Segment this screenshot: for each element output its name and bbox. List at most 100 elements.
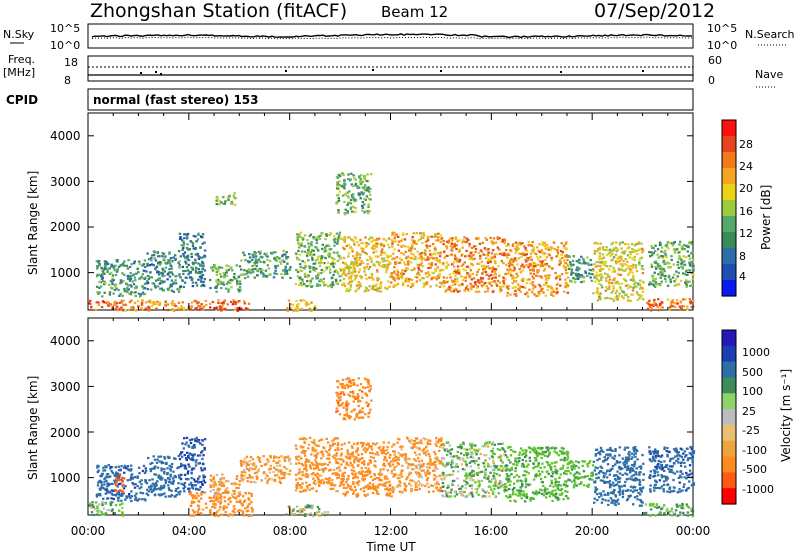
scatter-cell xyxy=(273,456,276,459)
scatter-cell xyxy=(635,243,638,246)
scatter-cell xyxy=(111,501,114,504)
scatter-cell xyxy=(366,404,370,408)
scatter-cell xyxy=(168,262,172,265)
scatter-cell xyxy=(463,261,466,264)
scatter-cell xyxy=(524,247,527,250)
scatter-cell xyxy=(180,473,183,476)
scatter-cell xyxy=(239,462,243,465)
scatter-cell xyxy=(144,276,147,279)
scatter-cell xyxy=(323,462,327,465)
scatter-cell xyxy=(239,282,242,285)
scatter-cell xyxy=(594,265,598,268)
scatter-cell xyxy=(576,269,579,272)
scatter-cell xyxy=(215,306,218,309)
scatter-cell xyxy=(183,481,187,485)
scatter-cell xyxy=(348,264,352,268)
scatter-cell xyxy=(510,257,513,260)
scatter-cell xyxy=(354,276,358,279)
scatter-cell xyxy=(544,247,547,250)
scatter-cell xyxy=(124,498,127,501)
scatter-cell xyxy=(104,501,107,504)
scatter-cell xyxy=(140,275,143,278)
scatter-cell xyxy=(352,264,355,267)
scatter-cell xyxy=(325,482,329,485)
scatter-cell xyxy=(308,235,311,238)
scatter-cell xyxy=(251,467,254,470)
scatter-cell xyxy=(424,253,427,256)
scatter-cell xyxy=(351,247,354,250)
scatter-cell xyxy=(183,281,187,284)
scatter-cell xyxy=(122,487,126,490)
scatter-cell xyxy=(338,234,341,237)
scatter-cell xyxy=(318,484,321,488)
scatter-cell xyxy=(138,480,141,483)
scatter-cell xyxy=(277,470,280,473)
scatter-cell xyxy=(301,507,304,511)
scatter-cell xyxy=(663,262,666,266)
scatter-cell xyxy=(328,268,332,271)
scatter-cell xyxy=(542,253,545,256)
scatter-cell xyxy=(213,481,217,484)
scatter-cell xyxy=(115,480,118,484)
scatter-cell xyxy=(161,255,164,258)
scatter-cell xyxy=(190,252,193,255)
scatter-cell xyxy=(151,478,154,481)
scatter-cell xyxy=(366,209,369,213)
scatter-cell xyxy=(283,260,286,263)
scatter-cell xyxy=(182,487,185,490)
scatter-cell xyxy=(307,249,310,252)
scatter-cell xyxy=(169,284,172,287)
scatter-cell xyxy=(305,301,308,304)
scatter-cell xyxy=(228,195,231,198)
scatter-cell xyxy=(219,493,222,496)
scatter-cell xyxy=(349,415,352,418)
scatter-cell xyxy=(604,249,607,252)
scatter-cell xyxy=(439,252,442,255)
scatter-cell xyxy=(517,287,520,291)
scatter-cell xyxy=(329,468,332,471)
scatter-cell xyxy=(240,473,243,476)
scatter-cell xyxy=(314,473,317,476)
scatter-cell xyxy=(177,491,180,494)
scatter-cell xyxy=(547,277,551,280)
scatter-cell xyxy=(363,270,366,273)
scatter-cell xyxy=(354,472,357,475)
scatter-cell xyxy=(537,275,540,278)
scatter-cell xyxy=(169,475,172,478)
scatter-cell xyxy=(149,470,153,473)
scatter-cell xyxy=(468,254,471,258)
scatter-cell xyxy=(640,242,643,245)
scatter-cell xyxy=(570,265,573,268)
scatter-cell xyxy=(511,286,514,289)
scatter-cell xyxy=(147,258,151,261)
scatter-cell xyxy=(298,235,302,239)
scatter-cell xyxy=(240,477,243,480)
scatter-cell xyxy=(345,409,348,412)
scatter-cell xyxy=(369,475,373,478)
scatter-cell xyxy=(566,276,570,279)
scatter-cell xyxy=(369,187,372,190)
scatter-cell xyxy=(470,286,473,289)
scatter-cell xyxy=(498,274,501,277)
scatter-cell xyxy=(407,255,410,258)
scatter-cell xyxy=(303,250,307,253)
scatter-cell xyxy=(150,490,153,494)
noise-tick-left-top: 10^5 xyxy=(50,22,80,35)
scatter-cell xyxy=(635,285,638,288)
scatter-cell xyxy=(346,191,349,194)
scatter-cell xyxy=(229,202,233,205)
scatter-cell xyxy=(103,264,107,267)
scatter-cell xyxy=(303,513,307,516)
scatter-cell xyxy=(349,381,352,384)
scatter-cell xyxy=(195,436,198,439)
scatter-cell xyxy=(440,443,443,447)
scatter-cell xyxy=(486,254,489,257)
scatter-cell xyxy=(353,240,356,243)
scatter-cell xyxy=(309,309,313,312)
scatter-cell xyxy=(468,257,472,260)
scatter-cell xyxy=(338,484,342,487)
scatter-cell xyxy=(353,418,356,421)
scatter-cell xyxy=(122,492,125,495)
scatter-cell xyxy=(303,267,306,270)
scatter-cell xyxy=(219,478,222,481)
